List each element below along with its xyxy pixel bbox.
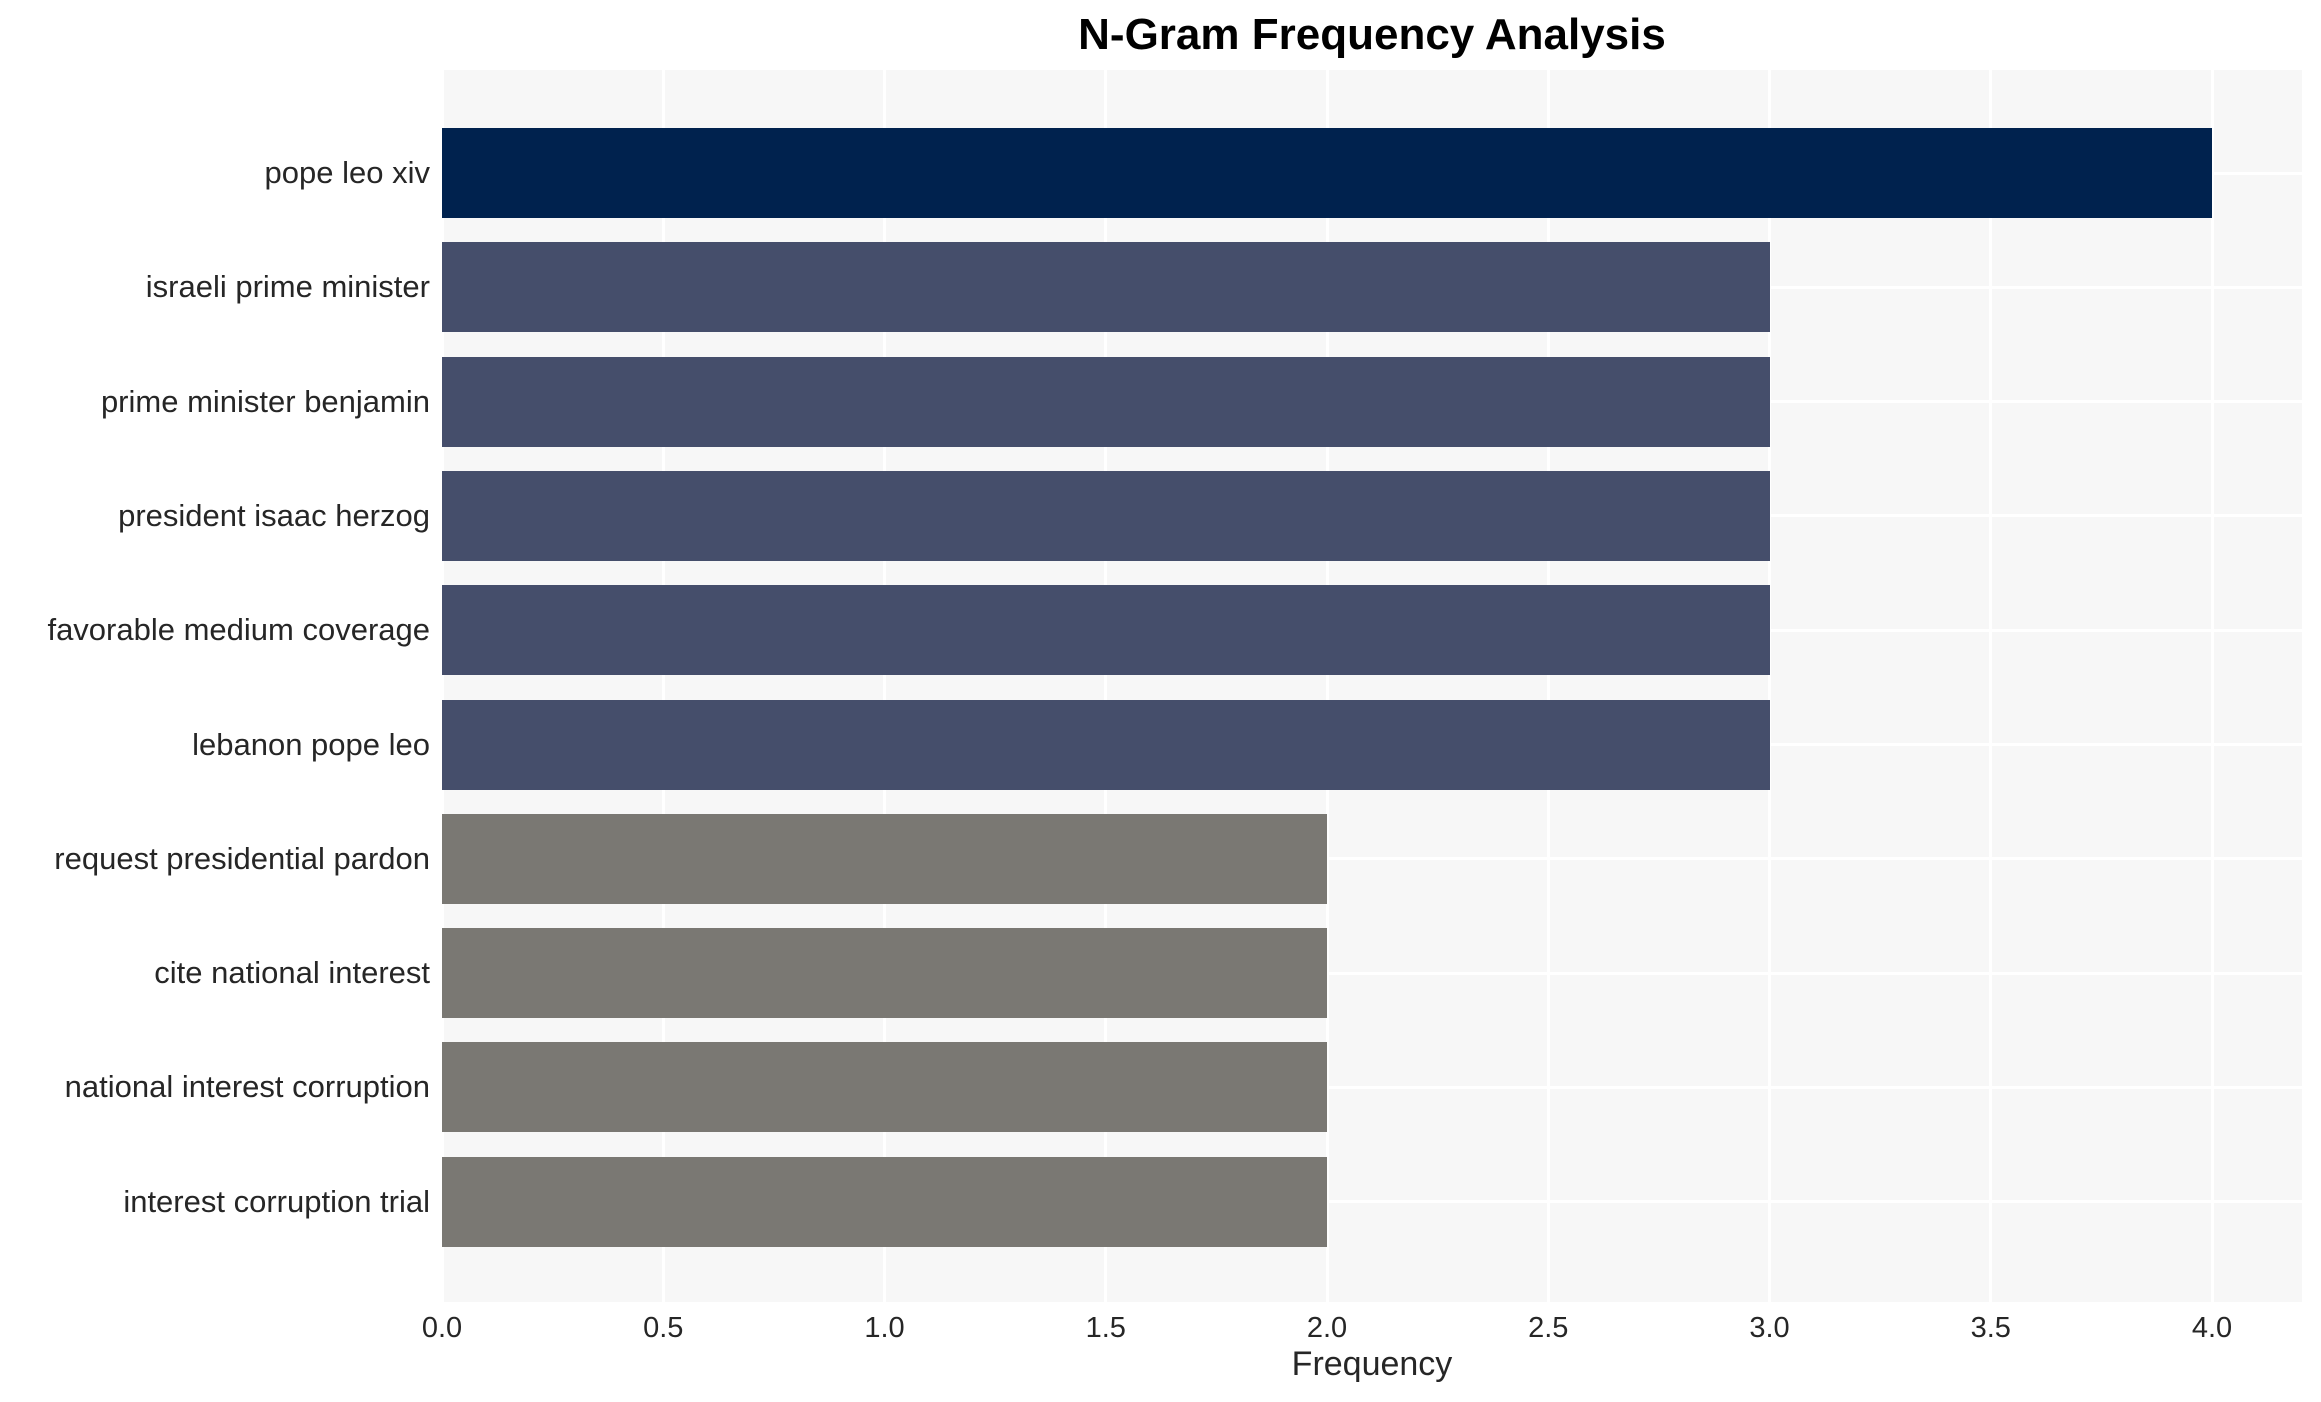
- bar: [442, 242, 1770, 333]
- x-tick-label: 0.0: [421, 1312, 463, 1344]
- x-tick-label: 0.5: [643, 1312, 684, 1344]
- bar: [442, 470, 1770, 561]
- vertical-gridline: [2210, 70, 2214, 1302]
- horizontal-gridline: [442, 1085, 2302, 1089]
- vertical-gridline: [1325, 70, 1329, 1302]
- horizontal-gridline: [442, 971, 2302, 975]
- x-tick-label: 3.5: [1970, 1312, 2011, 1344]
- vertical-gridline: [442, 70, 444, 1302]
- bar: [442, 928, 1327, 1019]
- bar: [442, 128, 2212, 218]
- bar: [442, 1156, 1327, 1247]
- horizontal-gridline: [442, 857, 2302, 861]
- category-label: pope leo xiv: [264, 155, 430, 190]
- x-tick-label: 2.0: [1306, 1312, 1348, 1344]
- vertical-gridline: [883, 70, 886, 1302]
- vertical-gridline: [1989, 70, 1993, 1302]
- x-axis-label: Frequency: [1291, 1345, 1453, 1383]
- x-tick-label: 4.0: [2191, 1312, 2233, 1344]
- bar: [442, 699, 1770, 790]
- vertical-gridline: [1104, 70, 1108, 1302]
- plot-area: [442, 70, 2302, 1302]
- category-label: national interest corruption: [64, 1069, 430, 1105]
- vertical-gridline: [661, 70, 665, 1302]
- vertical-gridline: [1546, 70, 1550, 1302]
- category-label: lebanon pope leo: [192, 726, 430, 762]
- category-label: request presidential pardon: [54, 840, 430, 876]
- vertical-gridline: [1768, 70, 1771, 1302]
- bar: [442, 356, 1770, 447]
- category-label: prime minister benjamin: [100, 383, 430, 419]
- bar: [442, 585, 1770, 676]
- x-tick-label: 2.5: [1528, 1312, 1569, 1344]
- category-label: israeli prime minister: [145, 269, 430, 305]
- category-label: interest corruption trial: [123, 1183, 430, 1219]
- x-tick-label: 3.0: [1749, 1312, 1790, 1344]
- bar: [442, 1042, 1327, 1133]
- horizontal-gridline: [442, 1200, 2302, 1204]
- bar: [442, 813, 1327, 904]
- category-label: favorable medium coverage: [47, 612, 430, 648]
- x-tick-label: 1.5: [1085, 1312, 1126, 1344]
- category-label: cite national interest: [154, 955, 430, 991]
- category-label: president isaac herzog: [118, 497, 430, 533]
- chart-title: N-Gram Frequency Analysis: [1078, 10, 1666, 59]
- x-tick-label: 1.0: [864, 1312, 905, 1344]
